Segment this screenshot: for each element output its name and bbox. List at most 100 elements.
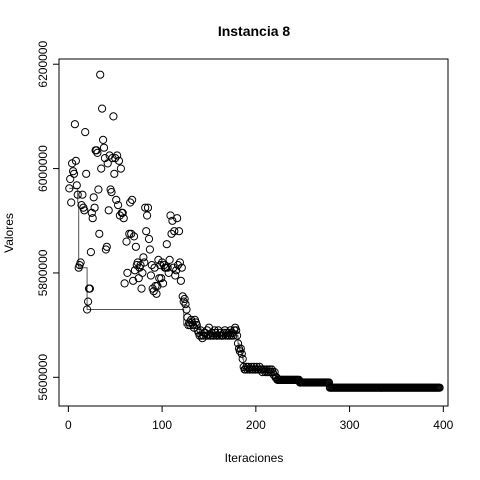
data-point (87, 208, 96, 217)
data-point (80, 206, 89, 215)
data-point (84, 297, 93, 306)
data-point (119, 214, 128, 223)
data-point (435, 383, 444, 392)
y-axis-label: Valores (2, 213, 16, 253)
data-point (90, 203, 99, 212)
data-point (137, 284, 146, 293)
data-point (70, 120, 80, 129)
data-points (65, 70, 444, 392)
data-point (143, 203, 153, 212)
best-value-line (69, 187, 440, 389)
data-point (180, 294, 189, 304)
data-point (147, 261, 156, 270)
data-point (114, 201, 123, 210)
data-point (72, 181, 81, 190)
data-point (237, 349, 246, 358)
x-tick-label: 0 (65, 418, 72, 432)
y-axis: 5600000 5800000 6000000 6200000 (36, 41, 59, 401)
data-point (73, 190, 82, 199)
data-point (138, 268, 147, 277)
data-point (113, 151, 122, 160)
data-point (107, 188, 116, 197)
data-point (169, 263, 178, 272)
data-point (144, 234, 154, 244)
x-tick-label: 400 (433, 418, 453, 432)
data-point (128, 195, 137, 204)
data-point (165, 255, 174, 264)
data-point (99, 135, 108, 144)
data-point (96, 70, 105, 79)
data-point (133, 258, 142, 267)
data-point (131, 242, 140, 251)
data-point (139, 253, 148, 262)
data-point (233, 339, 243, 348)
data-point (98, 104, 107, 113)
data-point (130, 266, 139, 275)
data-point (233, 331, 242, 340)
data-point (69, 169, 79, 178)
data-point (270, 368, 279, 377)
data-point (71, 156, 81, 165)
y-tick-label: 5600000 (36, 354, 50, 401)
data-point (163, 263, 172, 272)
data-point (118, 208, 127, 217)
data-point (99, 143, 109, 152)
data-point (182, 305, 191, 314)
data-point (176, 276, 185, 285)
data-point (104, 206, 113, 215)
data-point (86, 248, 96, 257)
y-tick-label: 6000000 (36, 145, 50, 192)
x-axis: 0 100 200 300 400 (65, 406, 454, 432)
data-point (82, 169, 91, 178)
data-point (175, 258, 184, 267)
data-point (174, 227, 184, 236)
data-point (126, 198, 135, 207)
plot-frame (58, 58, 449, 407)
data-point (81, 128, 90, 137)
data-point (67, 198, 76, 207)
data-point (236, 344, 245, 353)
data-point (145, 245, 154, 254)
data-point (93, 148, 102, 157)
x-axis-label: Iteraciones (225, 451, 284, 465)
data-point (162, 240, 171, 249)
data-point (66, 174, 75, 184)
data-point (171, 271, 180, 280)
data-point (158, 258, 167, 267)
data-point (77, 201, 86, 210)
x-tick-label: 200 (246, 418, 266, 432)
data-point (232, 326, 241, 335)
data-point (116, 164, 126, 173)
data-point (112, 195, 121, 204)
data-point (97, 164, 106, 173)
data-point (114, 156, 124, 165)
data-point (178, 292, 187, 301)
data-point (123, 268, 132, 277)
data-point (65, 184, 74, 193)
data-point (76, 258, 85, 267)
x-tick-label: 100 (152, 418, 172, 432)
data-point (103, 159, 112, 168)
best-value-step-line (69, 187, 440, 389)
data-point (88, 214, 97, 223)
data-point (142, 227, 151, 236)
data-point (158, 279, 168, 288)
data-point (94, 185, 103, 194)
data-point (238, 354, 247, 364)
y-tick-label: 6200000 (36, 41, 50, 88)
data-point (141, 203, 150, 212)
data-point (181, 300, 190, 309)
data-point (122, 237, 131, 246)
data-point (85, 284, 95, 293)
data-point (152, 289, 161, 298)
data-point (167, 229, 176, 238)
data-point (143, 211, 152, 220)
y-tick-label: 5800000 (36, 249, 50, 296)
data-point (78, 190, 87, 199)
data-point (157, 274, 166, 283)
data-point (177, 263, 186, 272)
chart-title: Instancia 8 (218, 23, 291, 39)
data-point (146, 271, 155, 280)
data-point (89, 193, 98, 202)
